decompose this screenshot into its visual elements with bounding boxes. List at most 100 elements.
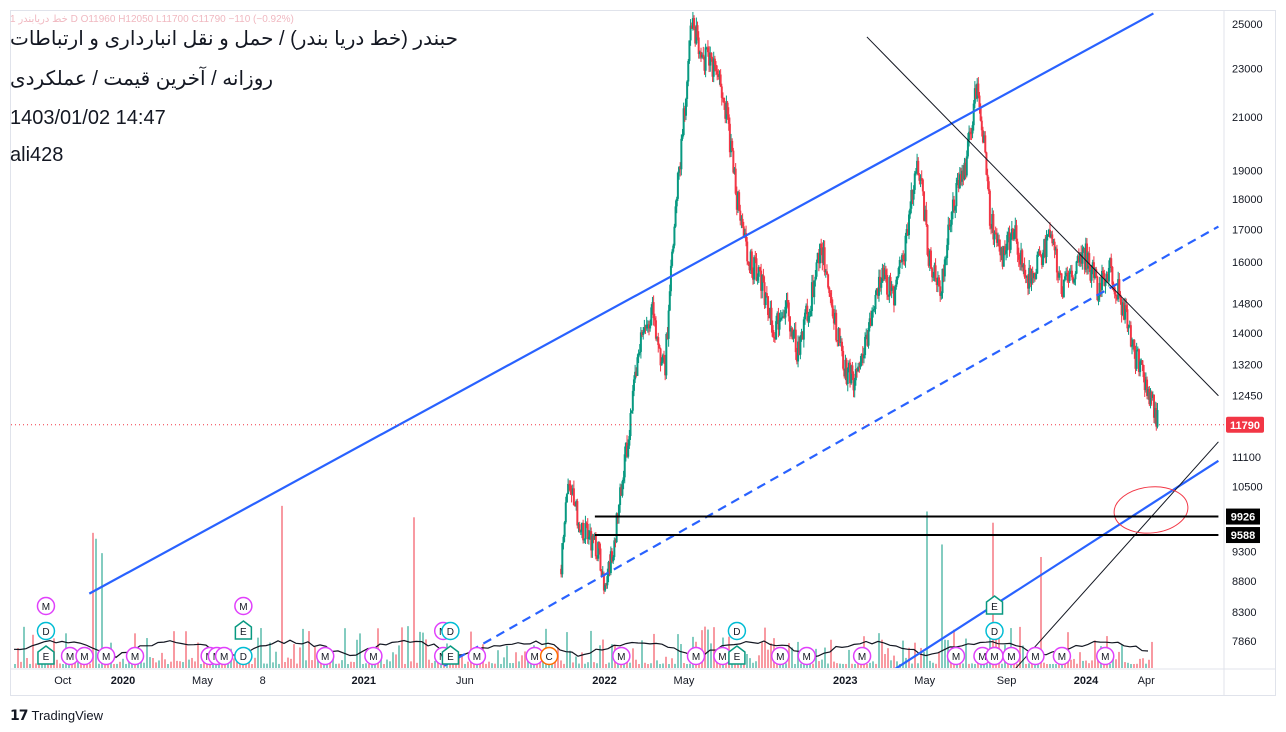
time-tick-label: Sep [997,675,1017,687]
event-marker-D[interactable]: D [234,646,253,666]
candle-body [853,380,856,391]
candle-body [1045,236,1048,258]
event-marker-D[interactable]: D [441,621,460,641]
annotation-circle[interactable] [1112,483,1190,536]
event-marker-M[interactable]: M [1026,646,1045,666]
volume-bar [161,652,163,668]
candle-body [778,319,781,330]
candle-body [749,251,752,271]
candle-body [966,140,969,157]
event-marker-C[interactable]: C [539,646,559,666]
candle-body [1120,302,1123,315]
volume-bar [77,662,79,668]
candle-body [764,293,767,306]
candle-body [1035,273,1038,279]
trendline-uptrend[interactable] [1011,441,1219,673]
event-marker-M[interactable]: M [75,646,94,666]
candle-body [698,51,701,55]
volume-ma-line [13,639,1149,659]
event-marker-M[interactable]: M [125,646,145,666]
candle-body [756,276,759,281]
event-marker-E[interactable]: E [441,645,460,665]
tradingview-logo-icon: 𝟭𝟳 [10,707,29,723]
volume-bar [767,649,769,668]
event-marker-E[interactable]: E [985,595,1004,615]
volume-bar [875,663,877,668]
event-marker-M[interactable]: M [852,646,872,666]
volume-bar [878,633,880,668]
event-marker-M[interactable]: M [1002,646,1021,666]
event-letter: M [692,652,700,663]
event-shape [234,620,253,640]
event-marker-D[interactable]: D [985,621,1004,641]
candle-body [762,275,765,283]
event-marker-M[interactable]: M [797,646,816,666]
event-marker-M[interactable]: M [467,646,487,666]
candle-body [812,282,815,298]
candle-body [721,97,724,99]
event-marker-M[interactable]: M [946,646,966,666]
volume-bar [653,633,655,668]
volume-bar [260,628,262,668]
candle-body [1144,379,1147,391]
event-marker-D[interactable]: D [727,621,747,641]
event-marker-M[interactable]: M [234,596,253,616]
chart-frame [10,10,1276,696]
volume-bar [215,663,217,668]
volume-bar [923,651,925,668]
candle-body [828,287,831,294]
event-marker-M[interactable]: M [214,646,234,666]
event-marker-M[interactable]: M [315,646,335,666]
time-axis[interactable]: Oct 2020 May 8 2021 Jun 2022 May 2023 May Sep 2024 A… [54,675,1155,687]
volume-bar [677,634,679,668]
candle-body [782,316,785,318]
candle-body [827,274,830,288]
volume-bar [251,663,253,668]
volume-bar [296,663,298,668]
candle-body [642,331,645,335]
event-marker-M[interactable]: M [96,646,116,666]
event-marker-M[interactable]: M [612,646,631,666]
event-marker-M[interactable]: M [686,646,706,666]
event-marker-M[interactable]: M [364,646,383,666]
candle-body [1042,252,1045,266]
candle-body [1070,270,1073,278]
price-axis[interactable]: 25000 23000 21000 19000 18000 17000 16000 14800… [1226,19,1264,648]
price-tick-label: 14000 [1232,328,1263,340]
volume-bar [155,662,157,668]
price-tick-label: 10500 [1232,482,1263,494]
volume-bar [1091,660,1093,668]
trendline-middle-channel[interactable] [431,225,1219,674]
event-marker-D[interactable]: D [36,621,56,641]
volume-bar [521,655,523,668]
volume-bar [587,662,589,668]
volume-bar [17,648,19,668]
candle-body [718,74,721,77]
candle-body [896,276,899,280]
volume-bar [23,626,25,668]
event-marker-M[interactable]: M [985,646,1004,666]
volume-bar [428,659,430,668]
event-shape [125,646,145,666]
event-marker-M[interactable]: M [1096,646,1115,666]
candle-body [1142,365,1145,378]
event-marker-M[interactable]: M [1052,646,1072,666]
trendline-lower-channel[interactable] [889,459,1220,673]
volume-bar [869,662,871,668]
tradingview-branding[interactable]: 𝟭𝟳 TradingView [10,707,103,724]
candle-body [857,366,860,372]
event-marker-E[interactable]: E [234,620,253,640]
time-tick-label: Jun [456,675,474,687]
event-marker-E[interactable]: E [728,645,746,665]
event-marker-E[interactable]: E [37,645,55,665]
event-marker-M[interactable]: M [36,596,56,616]
candle-body [1025,275,1028,278]
event-letter: C [546,652,553,663]
trendline-downtrend[interactable] [866,36,1219,397]
volume-bar [854,663,856,668]
level-price-badge [1226,527,1260,544]
time-tick-label: 2020 [111,675,135,687]
trendline-upper-channel[interactable] [88,12,1154,595]
event-marker-M[interactable]: M [770,646,790,666]
